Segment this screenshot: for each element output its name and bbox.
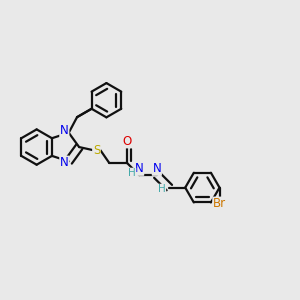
Text: Br: Br xyxy=(213,197,226,210)
Text: H: H xyxy=(158,184,166,194)
Text: N: N xyxy=(60,156,69,169)
Text: N: N xyxy=(60,124,69,137)
Text: S: S xyxy=(93,144,100,157)
Text: O: O xyxy=(122,135,131,148)
Text: N: N xyxy=(152,162,161,175)
Text: H: H xyxy=(128,168,136,178)
Text: N: N xyxy=(135,162,143,175)
